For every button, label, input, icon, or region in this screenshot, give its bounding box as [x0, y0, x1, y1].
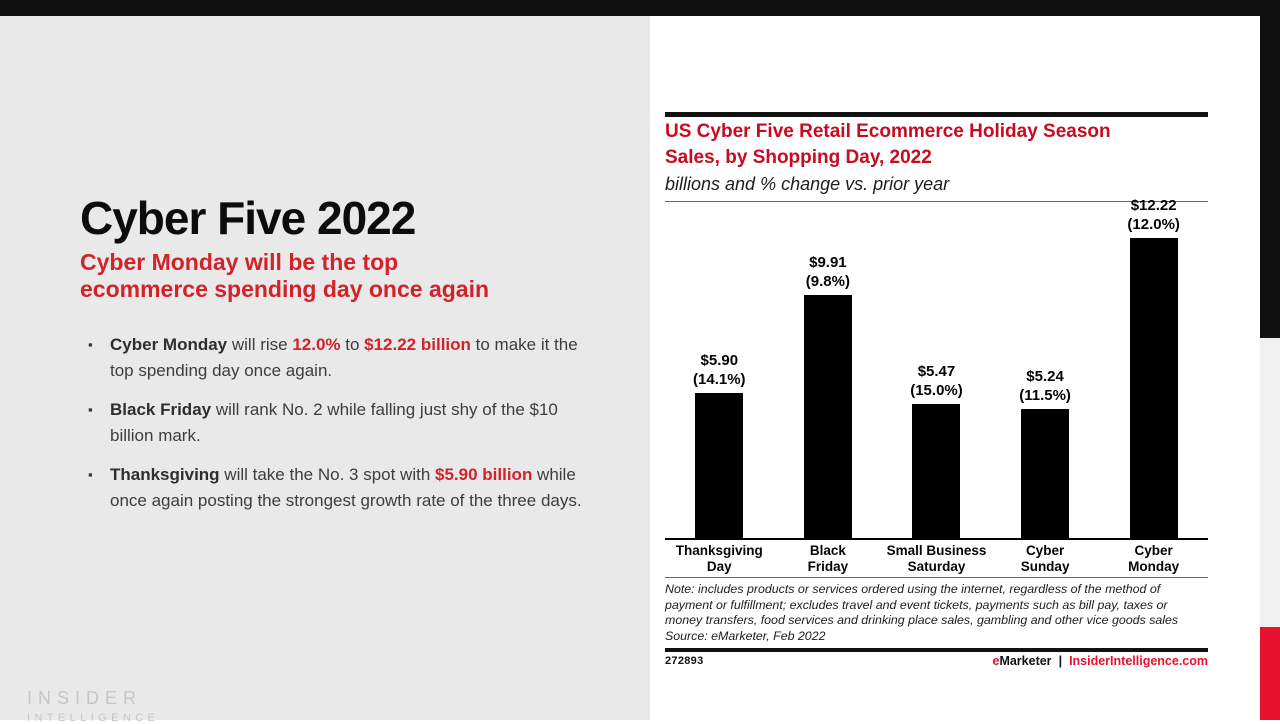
x-tick-label-line: Small Business [886, 543, 987, 558]
brand-line: eMarketer | InsiderIntelligence.com [992, 654, 1208, 668]
chart-id: 272893 [665, 655, 704, 667]
bullet-text-segment: will rise [227, 335, 293, 354]
source-line: Source: eMarketer, Feb 2022 [665, 628, 826, 643]
slide-subtitle-line2: ecommerce spending day once again [80, 276, 490, 302]
x-tick-label-line: Day [706, 559, 732, 574]
right-strip-red-segment [1260, 627, 1280, 720]
left-content-panel: Cyber Five 2022 Cyber Monday will be the… [0, 16, 650, 724]
chart-subtitle: billions and % change vs. prior year [665, 174, 950, 194]
chart-top-rule [665, 112, 1208, 117]
chart-title-line2: Sales, by Shopping Day, 2022 [665, 147, 932, 168]
note-line1: Note: includes products or services orde… [665, 582, 1161, 596]
bullet-item: Thanksgiving will take the No. 3 spot wi… [88, 462, 588, 514]
bar-column-cyber-sunday: $5.24 (11.5%) [991, 196, 1100, 538]
bullet-text-segment: while once again posting the strongest g… [110, 465, 582, 510]
bar-column-thanksgiving-day: $5.90 (14.1%) [665, 196, 774, 538]
chart-panel: US Cyber Five Retail Ecommerce Holiday S… [650, 16, 1260, 720]
insider-intelligence-logo: INSIDER INTELLIGENCE [27, 688, 159, 724]
right-accent-strip [1260, 16, 1280, 720]
bar [1129, 238, 1178, 538]
x-tick-label-line: Monday [1128, 559, 1180, 574]
bar [1021, 409, 1070, 538]
x-tick-label-line: Thanksgiving [675, 543, 763, 558]
bullet-text-segment: Cyber Monday [110, 335, 228, 354]
bullet-text-segment: $12.22 billion [364, 335, 471, 354]
bar-value-label-line: $5.47 [917, 363, 956, 380]
note-line3: money transfers, food services and drink… [665, 613, 1179, 627]
x-tick-label: Thanksgiving Day [665, 543, 774, 575]
bar-value-label-line: $9.91 [809, 254, 847, 271]
bar-column-black-friday: $9.91 (9.8%) [774, 196, 883, 538]
bar [912, 404, 961, 538]
bar-column-small-business-saturday: $5.47 (15.0%) [882, 196, 991, 538]
brand-separator: | [1058, 654, 1063, 668]
chart-title-line1: US Cyber Five Retail Ecommerce Holiday S… [665, 121, 1111, 142]
logo-intelligence-text: INTELLIGENCE [27, 712, 160, 724]
x-tick-label: Small Business Saturday [882, 543, 991, 575]
bullet-list: Cyber Monday will rise 12.0% to $12.22 b… [88, 332, 588, 527]
chart-bottom-rule [665, 648, 1208, 652]
bar-value-label-line: (11.5%) [1019, 387, 1071, 404]
bullet-text-segment: Black Friday [110, 400, 212, 419]
bullet-text-segment: $5.90 billion [435, 465, 533, 484]
bar-value-label-line: (15.0%) [910, 382, 963, 399]
x-axis-labels: Thanksgiving Day Black Friday Small Business… [665, 543, 1208, 575]
bullet-text-segment: to [340, 335, 365, 354]
x-tick-label: Cyber Monday [1099, 543, 1208, 575]
chart-subtitle-rule [665, 201, 1208, 202]
bullet-text-segment: 12.0% [292, 335, 341, 354]
x-tick-label: Cyber Sunday [991, 543, 1100, 575]
right-strip-gray-segment [1260, 338, 1280, 627]
bullet-text-segment: to make it the top spending day once aga… [110, 335, 578, 380]
bar-value-label: $9.91 (9.8%) [806, 253, 850, 291]
logo-insider-text: INSIDER [27, 688, 143, 708]
right-strip-black-segment [1260, 16, 1280, 338]
top-black-bar [0, 0, 1280, 16]
bullet-text-segment: will take the No. 3 spot with [219, 465, 436, 484]
x-tick-label-line: Black [809, 543, 846, 558]
bar [695, 393, 744, 538]
emarketer-rest: Marketer [999, 654, 1052, 668]
x-tick-label-line: Cyber [1134, 543, 1173, 558]
x-tick-label-line: Friday [807, 559, 849, 574]
note-line2: payment or fulfillment; excludes travel … [665, 597, 1168, 612]
bullet-item: Black Friday will rank No. 2 while falli… [88, 397, 588, 449]
x-axis-line [665, 538, 1208, 540]
bar-value-label-line: (12.0%) [1127, 216, 1180, 233]
bar-value-label: $5.24 (11.5%) [1019, 367, 1071, 405]
emarketer-e: e [992, 654, 1000, 668]
bullet-text-segment: Thanksgiving [110, 465, 220, 484]
bullet-item: Cyber Monday will rise 12.0% to $12.22 b… [88, 332, 588, 384]
bar-value-label-line: (14.1%) [693, 371, 746, 388]
chart-note: Note: includes products or services orde… [665, 582, 1240, 644]
slide-subtitle-line1: Cyber Monday will be the top [80, 249, 399, 275]
insider-intelligence-url: InsiderIntelligence.com [1069, 654, 1208, 668]
bar-value-label-line: (9.8%) [805, 273, 850, 290]
bar-value-label-line: $12.22 [1130, 197, 1177, 214]
bar [803, 295, 852, 538]
bar-column-cyber-monday: $12.22 (12.0%) [1099, 196, 1208, 538]
bar-value-label-line: $5.90 [700, 352, 739, 369]
chart-note-rule [665, 577, 1208, 578]
bar-value-label-line: $5.24 [1026, 368, 1064, 385]
bar-chart: $5.90 (14.1%) $9.91 (9.8%) $5.47 (15.0%) $5.24… [665, 196, 1208, 538]
x-tick-label: Black Friday [774, 543, 883, 575]
chart-title: US Cyber Five Retail Ecommerce Holiday S… [665, 119, 1225, 171]
x-tick-label-line: Sunday [1020, 559, 1070, 574]
bullet-text-segment: will rank No. 2 while falling just shy o… [110, 400, 558, 445]
bar-value-label: $5.47 (15.0%) [910, 362, 963, 400]
slide-title: Cyber Five 2022 [80, 192, 416, 244]
bar-value-label: $12.22 (12.0%) [1127, 196, 1180, 234]
chart-footer: 272893 eMarketer | InsiderIntelligence.com [665, 654, 1208, 668]
slide-subtitle: Cyber Monday will be the top ecommerce s… [80, 249, 580, 303]
bar-value-label: $5.90 (14.1%) [693, 351, 746, 389]
x-tick-label-line: Cyber [1025, 543, 1065, 558]
x-tick-label-line: Saturday [907, 559, 966, 574]
